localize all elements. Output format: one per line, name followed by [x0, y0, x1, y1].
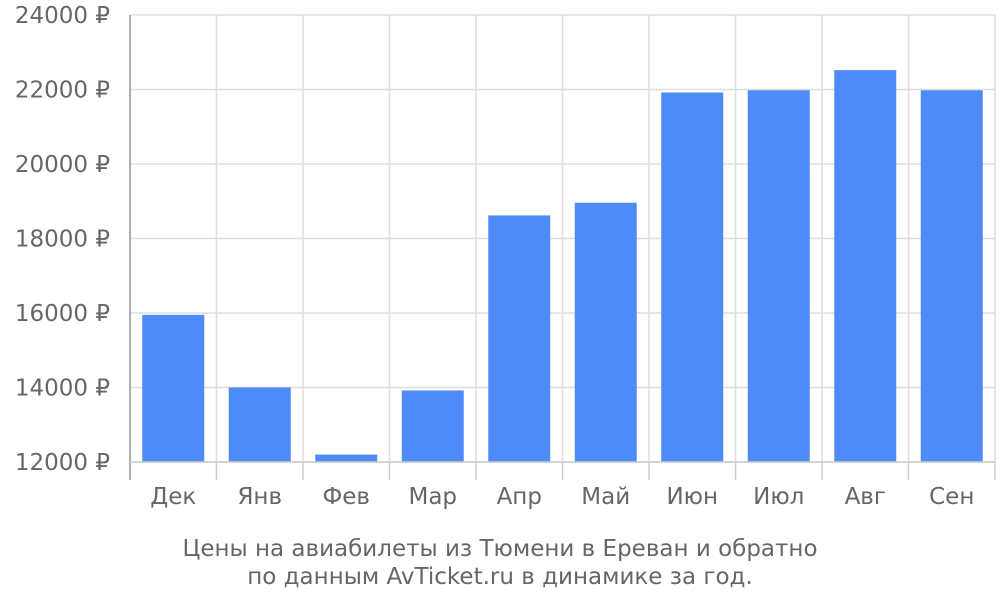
x-tick-label: Июл [753, 484, 804, 510]
x-tick-label: Май [581, 484, 630, 510]
y-tick-label: 16000 ₽ [15, 301, 110, 327]
chart-caption-line-1: Цены на авиабилеты из Тюмени в Ереван и … [182, 536, 817, 562]
bar [228, 387, 291, 462]
axes [129, 15, 996, 480]
x-tick-label: Янв [237, 484, 282, 510]
bar [834, 70, 897, 462]
x-tick-label: Фев [322, 484, 370, 510]
chart-caption-line-2: по данным AvTicket.ru в динамике за год. [247, 564, 753, 590]
y-tick-label: 14000 ₽ [15, 376, 110, 402]
bars [142, 70, 983, 463]
bar [142, 314, 205, 462]
x-tick-label: Апр [497, 484, 542, 510]
x-tick-label: Мар [408, 484, 457, 510]
bar [920, 90, 983, 463]
bar [315, 454, 378, 462]
x-tick-label: Дек [150, 484, 196, 510]
y-tick-label: 24000 ₽ [15, 3, 110, 29]
bar [747, 90, 810, 463]
x-tick-label: Авг [845, 484, 886, 510]
y-tick-label: 12000 ₽ [15, 450, 110, 476]
bar [488, 215, 551, 462]
bar [574, 202, 637, 463]
x-tick-label: Июн [666, 484, 718, 510]
y-tick-label: 22000 ₽ [15, 78, 110, 104]
y-axis-tick-labels: 12000 ₽ 14000 ₽ 16000 ₽ 18000 ₽ 20000 ₽ 22000… [15, 3, 110, 476]
bar [661, 92, 724, 462]
grid [129, 14, 996, 463]
x-axis-tick-labels: Дек Янв Фев Мар Апр Май Июн Июл Авг Сен [150, 484, 974, 510]
y-tick-label: 20000 ₽ [15, 152, 110, 178]
x-tick-label: Сен [929, 484, 974, 510]
bar [401, 390, 464, 462]
y-tick-label: 18000 ₽ [15, 227, 110, 253]
